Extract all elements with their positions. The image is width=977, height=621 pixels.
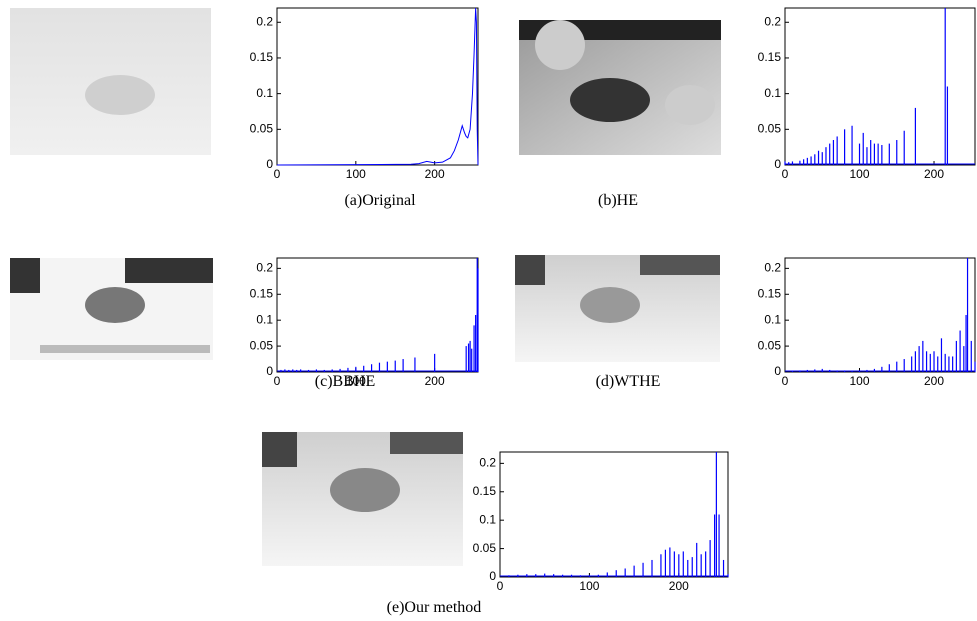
y-tick-label: 0.05: [473, 541, 497, 555]
image-original: [10, 8, 211, 155]
x-tick-label: 0: [782, 374, 789, 388]
y-tick-label: 0.05: [250, 338, 274, 352]
y-tick-label: 0.15: [250, 286, 274, 300]
x-tick-label: 100: [849, 167, 869, 181]
y-tick-label: 0: [489, 569, 496, 583]
y-tick-label: 0.05: [758, 121, 782, 135]
x-tick-label: 0: [497, 579, 504, 593]
image-bbhe: [10, 258, 213, 360]
axes-frame: [276, 7, 479, 166]
axes-frame: [784, 7, 976, 166]
x-tick-label: 0: [782, 167, 789, 181]
y-tick-label: 0.2: [764, 261, 781, 275]
x-tick-label: 200: [425, 167, 445, 181]
y-tick-label: 0.1: [256, 312, 273, 326]
x-tick-label: 100: [346, 374, 366, 388]
y-tick-label: 0.05: [250, 121, 274, 135]
axes-frame: [276, 257, 479, 373]
y-tick-label: 0.1: [256, 86, 273, 100]
y-tick-label: 0.1: [479, 512, 496, 526]
image-he: [519, 20, 721, 155]
y-tick-label: 0.1: [764, 86, 781, 100]
y-tick-label: 0.1: [764, 312, 781, 326]
caption: (e)Our method: [387, 599, 482, 616]
caption: (d)WTHE: [596, 373, 661, 390]
y-tick-label: 0.2: [256, 14, 273, 28]
image-wthe: [515, 255, 720, 362]
x-tick-label: 200: [924, 374, 944, 388]
x-tick-label: 100: [849, 374, 869, 388]
x-tick-label: 200: [669, 579, 689, 593]
x-tick-label: 200: [924, 167, 944, 181]
image-our-method: [262, 432, 463, 566]
y-tick-label: 0.15: [758, 50, 782, 64]
x-tick-label: 0: [274, 167, 281, 181]
caption: (c)BBHE: [315, 373, 375, 390]
y-tick-label: 0.2: [479, 456, 496, 470]
y-tick-label: 0: [266, 364, 273, 378]
y-tick-label: 0.15: [250, 50, 274, 64]
x-tick-label: 100: [579, 579, 599, 593]
y-tick-label: 0.2: [256, 261, 273, 275]
y-tick-label: 0.15: [758, 286, 782, 300]
caption: (b)HE: [598, 192, 638, 209]
x-tick-label: 100: [346, 167, 366, 181]
x-tick-label: 0: [274, 374, 281, 388]
y-tick-label: 0: [774, 157, 781, 171]
axes-frame: [784, 257, 976, 373]
y-tick-label: 0: [774, 364, 781, 378]
y-tick-label: 0.2: [764, 14, 781, 28]
y-tick-label: 0.05: [758, 338, 782, 352]
histogram-line: [276, 7, 479, 166]
x-tick-label: 200: [425, 374, 445, 388]
axes-frame: [499, 451, 729, 578]
y-tick-label: 0.15: [473, 484, 497, 498]
y-tick-label: 0: [266, 157, 273, 171]
caption: (a)Original: [344, 192, 416, 209]
